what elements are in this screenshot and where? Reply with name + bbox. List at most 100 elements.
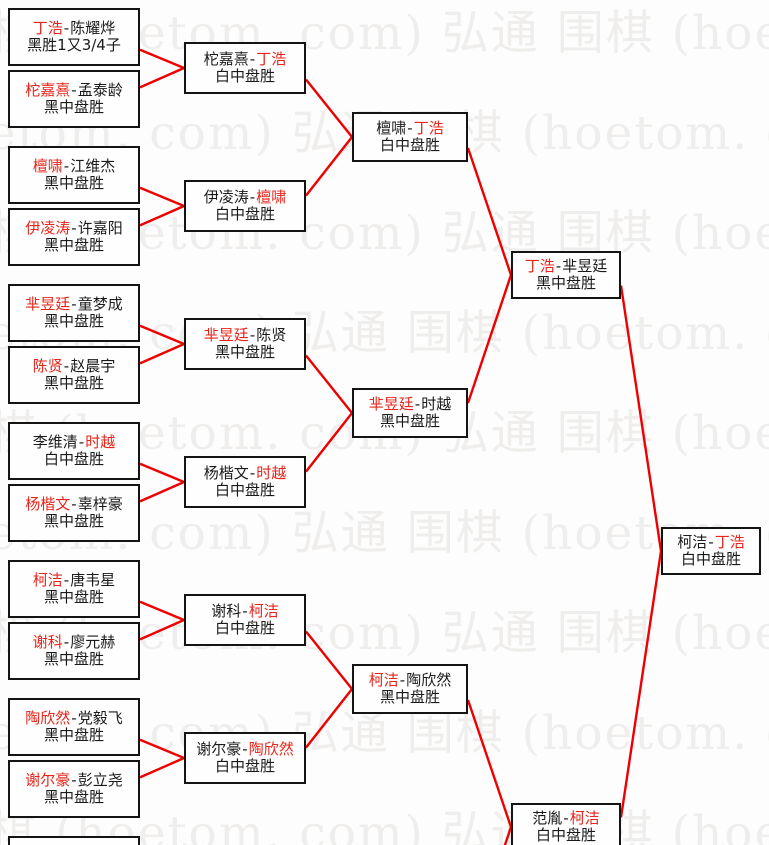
pairing-separator: - xyxy=(63,357,70,376)
connector-line xyxy=(305,136,353,197)
match-pairing: 杨楷文-时越 xyxy=(204,465,286,482)
player-loser: 芈昱廷 xyxy=(562,257,608,276)
match-result: 黑中盘胜 xyxy=(43,788,104,806)
match-box[interactable]: 李维清-时越 白中盘胜 xyxy=(8,422,140,480)
match-box[interactable]: 谢科-柯洁 白中盘胜 xyxy=(184,594,306,646)
connector-line xyxy=(619,285,663,552)
match-box[interactable]: 柯洁-陶欣然 黑中盘胜 xyxy=(352,664,468,714)
pairing-separator: - xyxy=(249,326,256,345)
pairing-separator: - xyxy=(71,81,77,100)
pairing-separator: - xyxy=(71,709,77,728)
connector-line xyxy=(619,550,663,818)
player-loser: 江维杰 xyxy=(70,157,116,176)
match-result: 黑中盘胜 xyxy=(379,688,440,706)
connector-line xyxy=(466,147,513,276)
match-pairing: 柯洁-丁浩 xyxy=(677,534,744,551)
player-winner: 谢尔豪 xyxy=(25,771,71,790)
player-loser: 柁嘉熹 xyxy=(203,50,249,69)
pairing-separator: - xyxy=(555,257,562,276)
match-result: 黑中盘胜 xyxy=(43,174,104,192)
player-loser: 廖元赫 xyxy=(70,633,116,652)
player-winner: 陶欣然 xyxy=(248,740,294,759)
match-box[interactable]: 柁嘉熹-孟泰龄 黑中盘胜 xyxy=(8,70,140,128)
player-loser: 陈贤 xyxy=(256,326,287,345)
player-loser: 檀啸 xyxy=(376,119,407,138)
player-winner: 时越 xyxy=(85,433,116,452)
player-loser: 孟泰龄 xyxy=(77,81,123,100)
match-result: 黑中盘胜 xyxy=(379,412,440,430)
match-box[interactable]: 谢科-廖元赫 黑中盘胜 xyxy=(8,622,140,680)
pairing-separator: - xyxy=(63,571,70,590)
player-loser: 许嘉阳 xyxy=(77,219,123,238)
connector-line xyxy=(139,738,185,760)
player-winner: 芈昱廷 xyxy=(203,326,249,345)
connector-line xyxy=(305,354,353,414)
match-box[interactable]: 范胤-柯洁 白中盘胜 xyxy=(511,803,621,845)
match-pairing: 陈贤-赵晨宇 xyxy=(33,358,115,375)
match-result: 白中盘胜 xyxy=(680,550,741,568)
match-result: 黑中盘胜 xyxy=(43,650,104,668)
match-box[interactable]: 柁嘉熹-丁浩 白中盘胜 xyxy=(184,42,306,94)
player-winner: 丁浩 xyxy=(256,50,287,69)
match-box[interactable]: 伊凌涛-许嘉阳 黑中盘胜 xyxy=(8,208,140,266)
match-box[interactable]: 丁浩-陈耀烨 黑胜1又3/4子 xyxy=(8,8,140,66)
match-box[interactable]: 檀啸-江维杰 黑中盘胜 xyxy=(8,146,140,204)
match-pairing: 柁嘉熹-孟泰龄 xyxy=(25,82,122,99)
match-pairing: 伊凌涛-檀啸 xyxy=(204,189,286,206)
match-result: 白中盘胜 xyxy=(535,826,596,844)
match-result: 黑中盘胜 xyxy=(535,274,596,292)
match-pairing: 杨楷文-辜梓豪 xyxy=(25,496,122,513)
pairing-separator: - xyxy=(78,433,85,452)
match-box[interactable]: 柯洁-唐韦星 黑中盘胜 xyxy=(8,560,140,618)
match-pairing: 芈昱廷-时越 xyxy=(369,396,451,413)
player-winner: 柯洁 xyxy=(569,809,600,828)
pairing-separator: - xyxy=(399,671,406,690)
match-box[interactable]: 杨楷文-时越 白中盘胜 xyxy=(184,456,306,508)
pairing-separator: - xyxy=(71,295,77,314)
player-loser: 辜梓豪 xyxy=(77,495,123,514)
match-box[interactable]: 芈昱廷-陈贤 黑中盘胜 xyxy=(184,318,306,370)
match-result: 黑中盘胜 xyxy=(43,236,104,254)
match-box[interactable]: 陈贤-赵晨宇 黑中盘胜 xyxy=(8,346,140,404)
match-box[interactable]: 丁浩-芈昱廷 黑中盘胜 xyxy=(511,251,621,299)
match-box[interactable]: 范胤-周睿羊黑中盘胜 xyxy=(8,836,140,845)
match-pairing: 李维清-时越 xyxy=(33,434,115,451)
match-box[interactable]: 伊凌涛-檀啸 白中盘胜 xyxy=(184,180,306,232)
player-loser: 杨楷文 xyxy=(203,464,249,483)
match-box[interactable]: 芈昱廷-童梦成 黑中盘胜 xyxy=(8,284,140,342)
player-winner: 檀啸 xyxy=(256,188,287,207)
match-box[interactable]: 谢尔豪-彭立尧 黑中盘胜 xyxy=(8,760,140,818)
match-box[interactable]: 芈昱廷-时越 黑中盘胜 xyxy=(352,388,468,438)
match-result: 黑中盘胜 xyxy=(43,98,104,116)
match-box[interactable]: 檀啸-丁浩 白中盘胜 xyxy=(352,112,468,162)
connector-line xyxy=(139,480,185,503)
match-pairing: 芈昱廷-童梦成 xyxy=(25,296,122,313)
match-result: 黑中盘胜 xyxy=(214,343,275,361)
player-loser: 谢尔豪 xyxy=(196,740,242,759)
player-loser: 彭立尧 xyxy=(77,771,123,790)
match-box[interactable]: 柯洁-丁浩 白中盘胜 xyxy=(661,527,761,575)
match-result: 黑中盘胜 xyxy=(43,374,104,392)
match-box[interactable]: 陶欣然-党毅飞 黑中盘胜 xyxy=(8,698,140,756)
match-box[interactable]: 谢尔豪-陶欣然 白中盘胜 xyxy=(184,732,306,784)
player-loser: 谢科 xyxy=(211,602,242,621)
pairing-separator: - xyxy=(63,19,70,38)
pairing-separator: - xyxy=(71,771,77,790)
pairing-separator: - xyxy=(71,219,77,238)
connector-line xyxy=(139,324,185,346)
player-loser: 陶欣然 xyxy=(406,671,452,690)
player-winner: 伊凌涛 xyxy=(25,219,71,238)
player-loser: 唐韦星 xyxy=(70,571,116,590)
player-winner: 芈昱廷 xyxy=(25,295,71,314)
pairing-separator: - xyxy=(63,157,70,176)
match-box[interactable]: 杨楷文-辜梓豪 黑中盘胜 xyxy=(8,484,140,542)
player-loser: 赵晨宇 xyxy=(70,357,116,376)
player-winner: 谢科 xyxy=(32,633,63,652)
player-loser: 党毅飞 xyxy=(77,709,123,728)
match-pairing: 伊凌涛-许嘉阳 xyxy=(25,220,122,237)
match-result: 黑中盘胜 xyxy=(43,588,104,606)
match-pairing: 檀啸-丁浩 xyxy=(376,120,443,137)
match-pairing: 丁浩-陈耀烨 xyxy=(33,20,115,37)
pairing-separator: - xyxy=(249,464,256,483)
